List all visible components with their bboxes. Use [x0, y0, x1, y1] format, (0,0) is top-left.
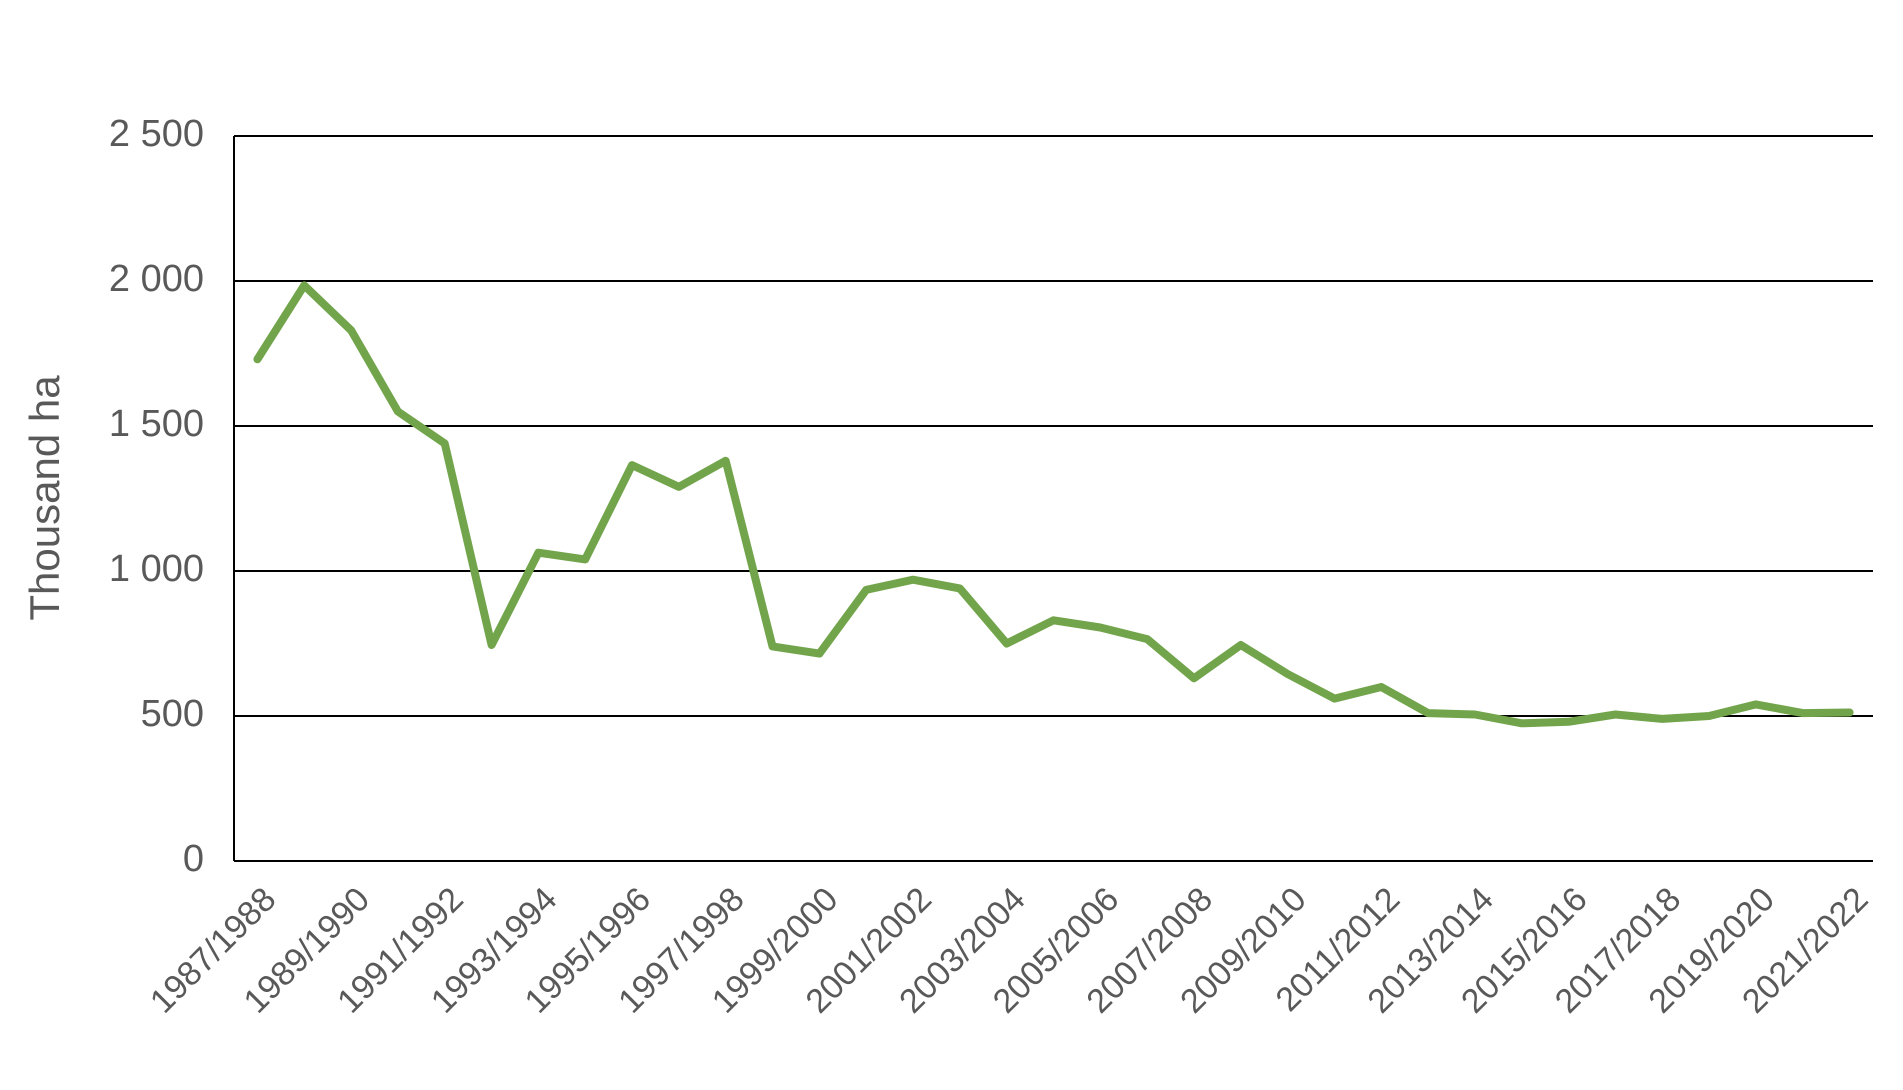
y-tick-label: 2 000: [109, 258, 204, 300]
y-tick-label: 1 000: [109, 548, 204, 590]
data-line: [253, 281, 1854, 728]
y-axis-title: Thousand ha: [21, 375, 68, 621]
y-tick-label: 0: [183, 838, 204, 880]
y-tick-label: 2 500: [109, 113, 204, 155]
y-tick-label: 1 500: [109, 403, 204, 445]
y-tick-label: 500: [141, 693, 204, 735]
